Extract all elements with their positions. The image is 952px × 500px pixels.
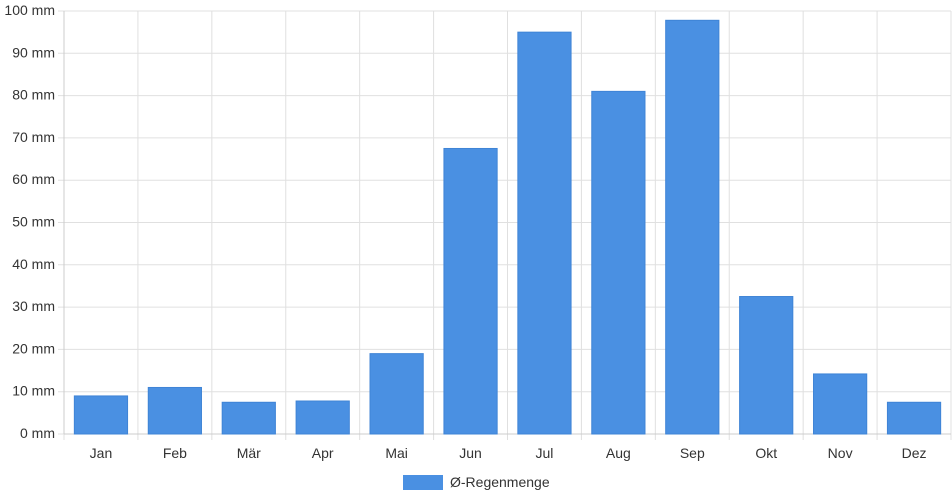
x-tick-label: Apr: [312, 445, 334, 461]
legend-label[interactable]: Ø-Regenmenge: [450, 474, 550, 490]
x-tick-label: Jan: [90, 445, 113, 461]
bar-aug[interactable]: [591, 90, 646, 435]
x-tick-label: Okt: [755, 445, 777, 461]
y-tick-label: 80 mm: [12, 87, 55, 103]
x-axis-tick-labels: Jan Feb Mär Apr Mai Jun Jul Aug Sep Okt Nov Dez: [90, 445, 927, 461]
bar-jan[interactable]: [73, 395, 129, 435]
y-tick-label: 60 mm: [12, 171, 55, 187]
bar-jun[interactable]: [443, 147, 498, 435]
bar-mär[interactable]: [221, 401, 276, 435]
bar-mai[interactable]: [369, 353, 424, 435]
legend-swatch[interactable]: [403, 475, 443, 490]
y-axis-tick-labels: 0 mm 10 mm 20 mm 30 mm 40 mm 50 mm 60 mm 70 mm 8…: [4, 2, 55, 441]
y-tick-label: 10 mm: [12, 383, 55, 399]
x-tick-label: Mär: [237, 445, 261, 461]
bars: [73, 19, 942, 435]
x-tick-label: Nov: [828, 445, 853, 461]
x-tick-label: Aug: [606, 445, 631, 461]
y-tick-label: 70 mm: [12, 129, 55, 145]
bar-okt[interactable]: [739, 296, 794, 435]
x-tick-label: Sep: [680, 445, 705, 461]
axes: [63, 11, 951, 435]
bar-nov[interactable]: [813, 373, 868, 435]
y-tick-label: 0 mm: [20, 425, 55, 441]
bar-feb[interactable]: [147, 386, 202, 435]
legend[interactable]: Ø-Regenmenge: [403, 474, 550, 490]
y-tick-label: 90 mm: [12, 44, 55, 60]
bar-sep[interactable]: [665, 19, 720, 435]
x-tick-label: Jul: [536, 445, 554, 461]
x-tick-label: Jun: [459, 445, 482, 461]
bar-apr[interactable]: [295, 400, 350, 435]
y-tick-label: 50 mm: [12, 214, 55, 230]
x-tick-label: Feb: [163, 445, 187, 461]
bar-jul[interactable]: [517, 31, 572, 435]
y-tick-label: 30 mm: [12, 298, 55, 314]
y-tick-label: 100 mm: [4, 2, 55, 18]
y-tick-label: 40 mm: [12, 256, 55, 272]
x-tick-label: Dez: [902, 445, 927, 461]
y-tick-label: 20 mm: [12, 340, 55, 356]
bar-dez[interactable]: [886, 401, 942, 435]
x-tick-label: Mai: [385, 445, 408, 461]
